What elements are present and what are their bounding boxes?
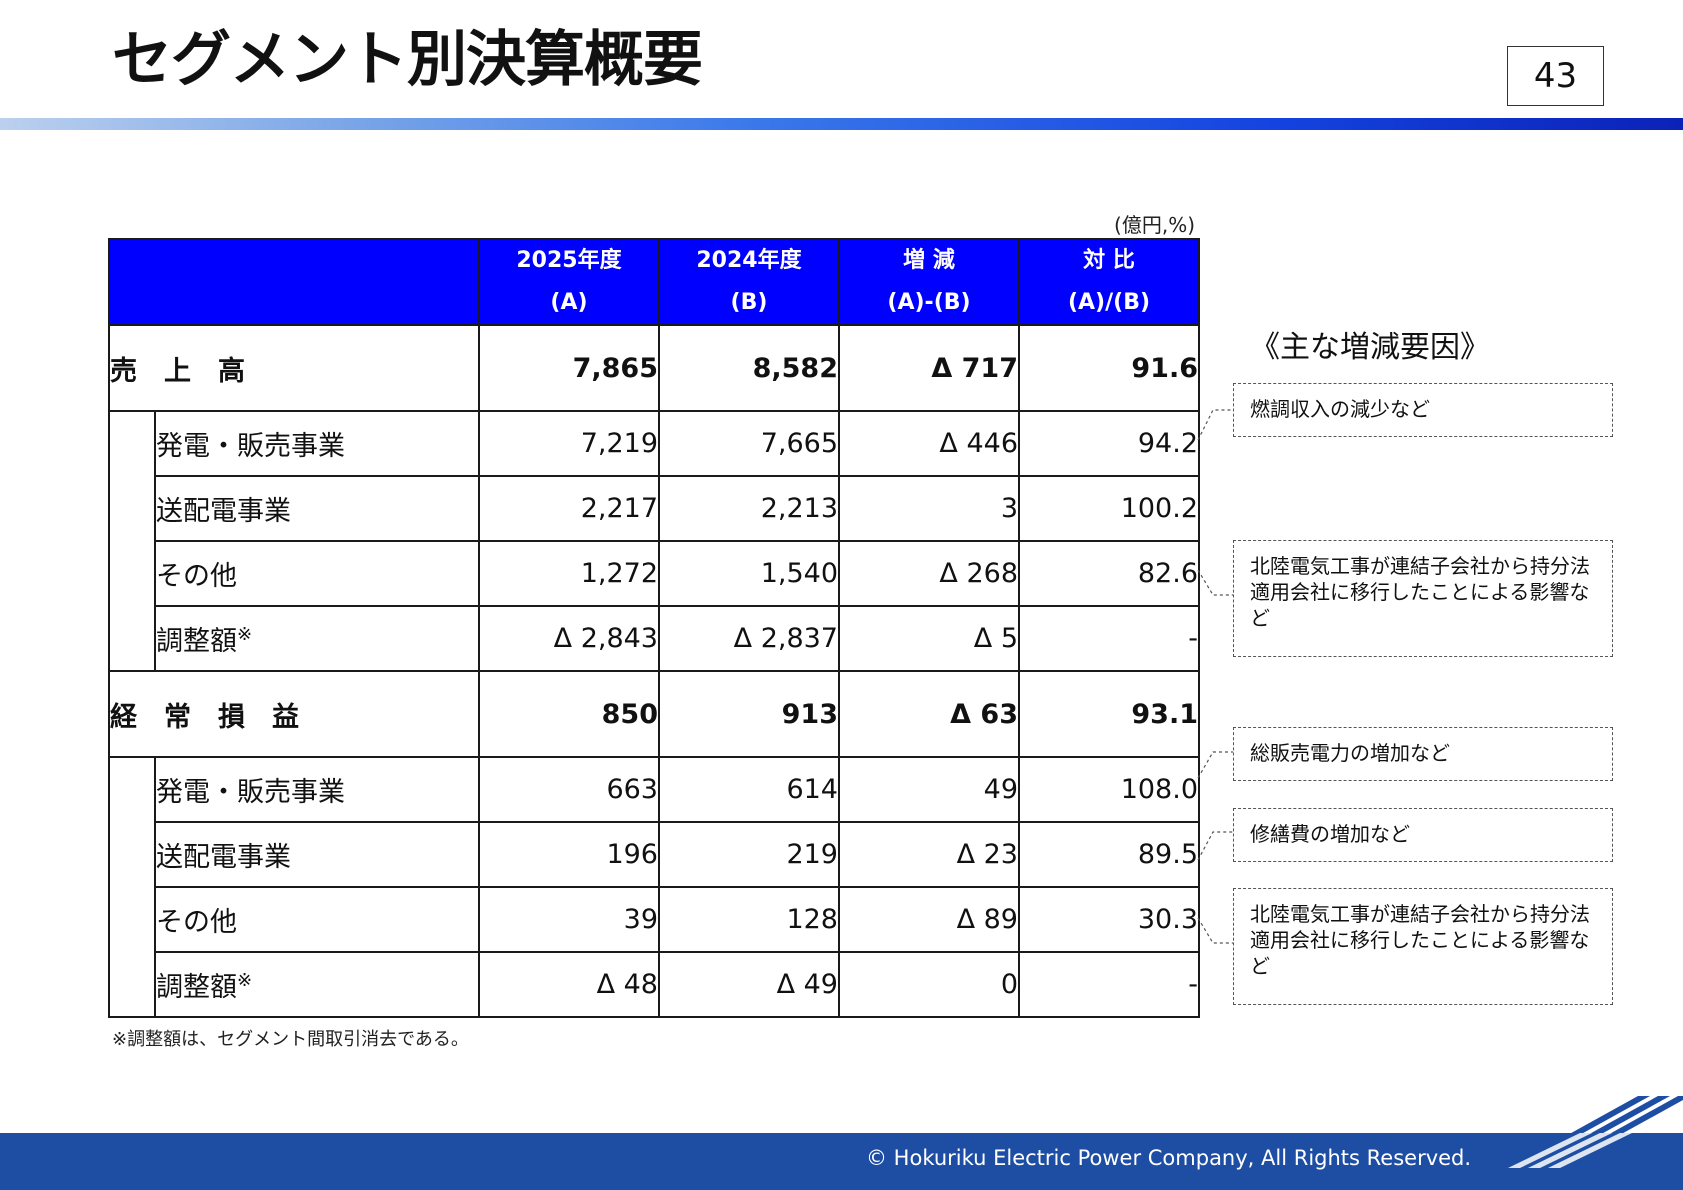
- row-label: 発電・販売事業: [154, 410, 480, 477]
- company-stripes-logo: [1508, 1096, 1683, 1168]
- unit-label: (億円,%): [1114, 213, 1195, 237]
- value-fy2025: 2,217: [478, 475, 660, 542]
- value-change: Δ 23: [838, 821, 1020, 888]
- table-row-sales-total: 売 上 高 7,865 8,582 Δ 717 91.6: [108, 324, 1200, 412]
- row-label: 経 常 損 益: [108, 670, 480, 758]
- factor-note: 総販売電力の増加など: [1233, 727, 1613, 781]
- value-fy2024: 7,665: [658, 410, 840, 477]
- value-fy2025: 1,272: [478, 540, 660, 607]
- indent-cell: [108, 952, 156, 1018]
- value-ratio: 94.2: [1018, 410, 1200, 477]
- indent-cell: [108, 411, 156, 476]
- row-label: その他: [154, 540, 480, 607]
- value-change: Δ 63: [838, 670, 1020, 758]
- value-fy2024: 2,213: [658, 475, 840, 542]
- column-header-fy2025: 2025年度 (A): [478, 238, 660, 326]
- table-row: 調整額※ Δ 2,843 Δ 2,837 Δ 5 -: [108, 605, 1200, 672]
- value-change: 0: [838, 951, 1020, 1018]
- table-row: 発電・販売事業 663 614 49 108.0: [108, 756, 1200, 823]
- value-fy2024: 128: [658, 886, 840, 953]
- table-row: その他 39 128 Δ 89 30.3: [108, 886, 1200, 953]
- value-fy2025: Δ 2,843: [478, 605, 660, 672]
- value-ratio: 108.0: [1018, 756, 1200, 823]
- indent-cell: [108, 822, 156, 887]
- copyright-text: © Hokuriku Electric Power Company, All R…: [866, 1146, 1472, 1170]
- value-ratio: -: [1018, 951, 1200, 1018]
- column-header-fy2024: 2024年度 (B): [658, 238, 840, 326]
- factor-note: 修繕費の増加など: [1233, 808, 1613, 862]
- value-fy2025: 850: [478, 670, 660, 758]
- value-ratio: -: [1018, 605, 1200, 672]
- value-fy2024: Δ 49: [658, 951, 840, 1018]
- table-header-row: 2025年度 (A) 2024年度 (B) 増 減 (A)-(B) 対 比 (A)/(B…: [108, 238, 1200, 326]
- value-fy2025: 7,865: [478, 324, 660, 412]
- row-label: 調整額※: [154, 605, 480, 672]
- page-number: 43: [1507, 46, 1604, 106]
- table-row: その他 1,272 1,540 Δ 268 82.6: [108, 540, 1200, 607]
- page-title: セグメント別決算概要: [112, 25, 703, 95]
- indent-cell: [108, 887, 156, 952]
- table-row: 発電・販売事業 7,219 7,665 Δ 446 94.2: [108, 410, 1200, 477]
- table-footnote: ※調整額は、セグメント間取引消去である。: [112, 1029, 469, 1050]
- value-change: Δ 717: [838, 324, 1020, 412]
- factor-note: 燃調収入の減少など: [1233, 383, 1613, 437]
- indent-cell: [108, 606, 156, 672]
- value-change: 49: [838, 756, 1020, 823]
- table-row-ordinary-profit-total: 経 常 損 益 850 913 Δ 63 93.1: [108, 670, 1200, 758]
- row-label: その他: [154, 886, 480, 953]
- factors-heading: 《主な増減要因》: [1250, 330, 1490, 365]
- value-change: Δ 89: [838, 886, 1020, 953]
- factor-note: 北陸電気工事が連結子会社から持分法適用会社に移行したことによる影響など: [1233, 888, 1613, 1005]
- row-label: 発電・販売事業: [154, 756, 480, 823]
- table-row: 調整額※ Δ 48 Δ 49 0 -: [108, 951, 1200, 1018]
- value-change: Δ 446: [838, 410, 1020, 477]
- indent-cell: [108, 757, 156, 822]
- factor-note: 北陸電気工事が連結子会社から持分法適用会社に移行したことによる影響など: [1233, 540, 1613, 657]
- value-fy2025: 196: [478, 821, 660, 888]
- value-ratio: 89.5: [1018, 821, 1200, 888]
- row-label: 送配電事業: [154, 475, 480, 542]
- table-row: 送配電事業 2,217 2,213 3 100.2: [108, 475, 1200, 542]
- value-fy2025: 663: [478, 756, 660, 823]
- header-gradient-bar: [0, 118, 1683, 130]
- value-ratio: 82.6: [1018, 540, 1200, 607]
- value-fy2024: 913: [658, 670, 840, 758]
- row-label: 売 上 高: [108, 324, 480, 412]
- row-label: 送配電事業: [154, 821, 480, 888]
- row-label: 調整額※: [154, 951, 480, 1018]
- value-fy2024: 1,540: [658, 540, 840, 607]
- value-ratio: 93.1: [1018, 670, 1200, 758]
- value-fy2024: 8,582: [658, 324, 840, 412]
- segment-results-table: 2025年度 (A) 2024年度 (B) 増 減 (A)-(B) 対 比 (A)/(B…: [108, 238, 1200, 1018]
- value-ratio: 30.3: [1018, 886, 1200, 953]
- value-ratio: 91.6: [1018, 324, 1200, 412]
- column-header-ratio: 対 比 (A)/(B): [1018, 238, 1200, 326]
- value-change: 3: [838, 475, 1020, 542]
- value-fy2025: 39: [478, 886, 660, 953]
- indent-cell: [108, 541, 156, 606]
- footer-bar: [0, 1133, 1683, 1190]
- column-header-change: 増 減 (A)-(B): [838, 238, 1020, 326]
- value-fy2025: Δ 48: [478, 951, 660, 1018]
- value-fy2024: 614: [658, 756, 840, 823]
- header-blank-cell: [108, 238, 480, 326]
- value-fy2025: 7,219: [478, 410, 660, 477]
- footnote-mark: ※: [237, 970, 253, 991]
- value-ratio: 100.2: [1018, 475, 1200, 542]
- table-row: 送配電事業 196 219 Δ 23 89.5: [108, 821, 1200, 888]
- value-change: Δ 5: [838, 605, 1020, 672]
- value-fy2024: Δ 2,837: [658, 605, 840, 672]
- value-fy2024: 219: [658, 821, 840, 888]
- value-change: Δ 268: [838, 540, 1020, 607]
- footnote-mark: ※: [237, 624, 253, 645]
- indent-cell: [108, 476, 156, 541]
